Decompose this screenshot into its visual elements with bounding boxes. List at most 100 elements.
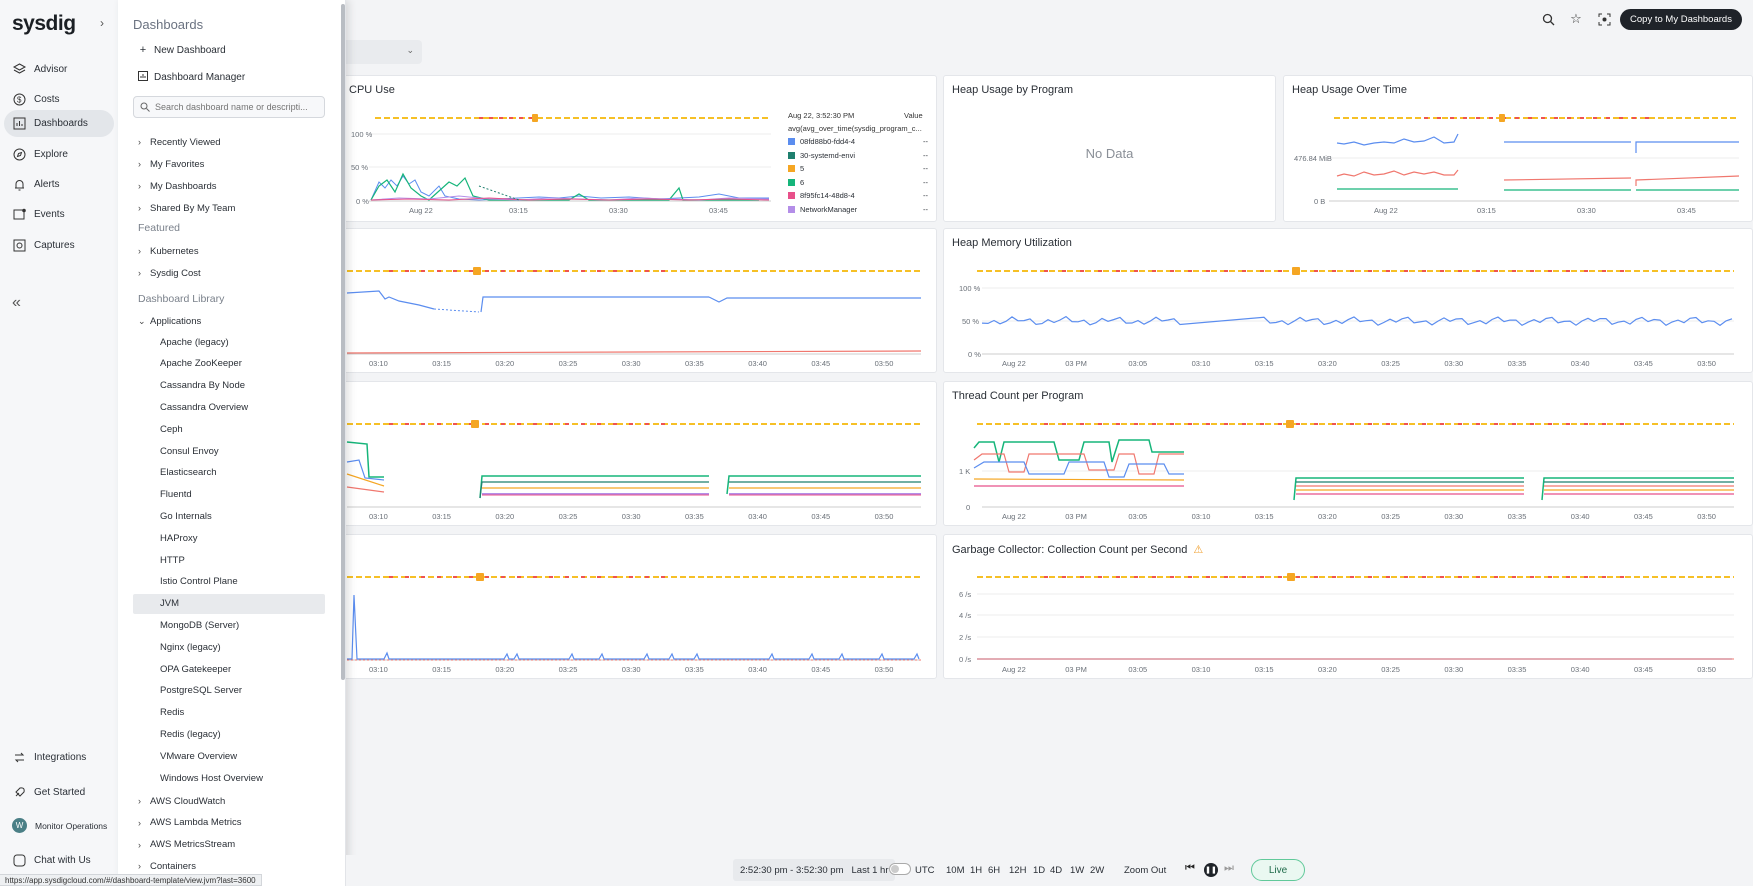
nav-item-get-started[interactable]: Get Started <box>4 779 114 806</box>
tree-group-applications[interactable]: ⌄ Applications <box>138 314 201 328</box>
tree-leaf[interactable]: Windows Host Overview <box>160 768 263 788</box>
tree-leaf[interactable]: Go Internals <box>160 506 212 526</box>
event-marker[interactable] <box>471 420 479 428</box>
panel-row3-left[interactable]: 03:10 03:15 03:20 03:25 03:30 03:35 03:40 03:45… <box>338 381 937 526</box>
utc-toggle[interactable] <box>889 863 911 875</box>
star-icon[interactable]: ☆ <box>1570 11 1582 26</box>
legend-item[interactable]: 30-systemd-envi -- <box>788 151 928 160</box>
tree-group[interactable]: › Sysdig Cost <box>138 266 201 280</box>
new-dashboard-button[interactable]: + New Dashboard <box>138 44 226 56</box>
nav-item-explore[interactable]: Explore <box>4 141 114 168</box>
range-button[interactable]: 2W <box>1090 865 1105 876</box>
tree-leaf[interactable]: Apache (legacy) <box>160 332 229 352</box>
nav-item-integrations[interactable]: Integrations <box>4 744 114 771</box>
tree-leaf[interactable]: Ceph <box>160 419 183 439</box>
tree-leaf[interactable]: JVM <box>133 593 325 614</box>
range-button[interactable]: 1H <box>970 865 983 876</box>
range-button[interactable]: 12H <box>1009 865 1027 876</box>
event-marker[interactable] <box>532 114 538 122</box>
range-button[interactable]: 1W <box>1070 865 1085 876</box>
event-marker[interactable] <box>1286 420 1294 428</box>
legend-item[interactable]: 5 -- <box>788 164 928 173</box>
nav-item-dashboards[interactable]: Dashboards <box>4 110 114 137</box>
tree-group-label: AWS MetricsStream <box>150 839 236 851</box>
warning-icon[interactable]: ⚠ <box>1193 544 1204 556</box>
nav-item-monitor-operations[interactable]: W Monitor Operations <box>4 812 114 839</box>
live-button[interactable]: Live <box>1251 859 1305 881</box>
nav-item-events[interactable]: Events <box>4 201 114 228</box>
tree-group[interactable]: › Kubernetes <box>138 244 199 258</box>
tree-leaf[interactable]: Redis <box>160 703 184 723</box>
zoom-out-button[interactable]: Zoom Out <box>1124 865 1167 876</box>
tree-leaf[interactable]: OPA Gatekeeper <box>160 659 231 679</box>
panel-row4-left[interactable]: 03:10 03:15 03:20 03:25 03:30 03:35 03:40 03:45… <box>338 534 937 679</box>
tree-leaf[interactable]: HAProxy <box>160 528 197 548</box>
tree-leaf[interactable]: Apache ZooKeeper <box>160 354 242 374</box>
tree-leaf[interactable]: Cassandra Overview <box>160 397 248 417</box>
nav-item-chat[interactable]: Chat with Us <box>4 847 114 874</box>
tree-leaf[interactable]: MongoDB (Server) <box>160 615 239 635</box>
legend-swatch <box>788 205 795 213</box>
step-forward-icon[interactable]: ⏭ <box>1224 862 1234 874</box>
range-button[interactable]: 1D <box>1033 865 1046 876</box>
legend-item[interactable]: 8f95fc14-48d8-4 -- <box>788 191 928 200</box>
tree-group[interactable]: › My Dashboards <box>138 179 217 193</box>
nav-item-advisor[interactable]: Advisor <box>4 56 114 83</box>
event-marker[interactable] <box>476 573 484 581</box>
tree-leaf[interactable]: Istio Control Plane <box>160 572 238 592</box>
tree-group[interactable]: › AWS MetricsStream <box>138 838 235 852</box>
range-button[interactable]: 10M <box>946 865 965 876</box>
nav-label: Events <box>34 209 65 220</box>
tree-leaf[interactable]: Elasticsearch <box>160 463 217 483</box>
range-button[interactable]: 4D <box>1050 865 1063 876</box>
event-marker[interactable] <box>1499 114 1505 122</box>
event-marker[interactable] <box>473 267 481 275</box>
event-marker[interactable] <box>1292 267 1300 275</box>
tree-group[interactable]: › AWS Lambda Metrics <box>138 816 242 830</box>
step-back-icon[interactable]: ⏮ <box>1185 862 1195 874</box>
x-tick: Aug 22 <box>1002 512 1026 521</box>
search-input[interactable] <box>155 102 320 112</box>
panel-heap-usage-over-time[interactable]: Heap Usage Over Time 476.84 MiB 0 B Aug … <box>1283 75 1753 222</box>
y-tick: 6 /s <box>959 590 972 599</box>
tree-leaf[interactable]: HTTP <box>160 550 185 570</box>
time-range-picker[interactable]: 2:52:30 pm - 3:52:30 pm Last 1 hr <box>733 859 896 881</box>
legend-item[interactable]: NetworkManager -- <box>788 205 928 214</box>
panel-thread-count-per-program[interactable]: Thread Count per Program 1 K 0 Aug 22 03 … <box>943 381 1753 526</box>
tree-leaf[interactable]: PostgreSQL Server <box>160 681 242 701</box>
tree-leaf[interactable]: Cassandra By Node <box>160 376 245 396</box>
search-icon[interactable] <box>1539 10 1557 28</box>
tree-leaf[interactable]: Nginx (legacy) <box>160 637 221 657</box>
tree-leaf[interactable]: Redis (legacy) <box>160 724 221 744</box>
legend-item[interactable]: 08fd88b0-fdd4-4 -- <box>788 137 928 146</box>
tree-leaf[interactable]: Consul Envoy <box>160 441 219 461</box>
panel-garbage-collector[interactable]: Garbage Collector: Collection Count per … <box>943 534 1753 679</box>
panel-row2-left[interactable]: 03:10 03:15 03:20 03:25 03:30 03:35 03:40 03:45… <box>338 228 937 373</box>
panel-heap-usage-by-program[interactable]: Heap Usage by Program No Data <box>943 75 1276 222</box>
collapse-nav-icon[interactable]: « <box>12 294 21 311</box>
range-button[interactable]: 6H <box>988 865 1001 876</box>
tree-group[interactable]: › Containers <box>138 859 196 873</box>
tree-group[interactable]: › Recently Viewed <box>138 135 221 149</box>
nav-item-captures[interactable]: Captures <box>4 232 114 259</box>
tree-group[interactable]: › Shared By My Team <box>138 201 235 215</box>
panel-scrollbar[interactable] <box>341 4 345 680</box>
panel-heap-memory-utilization[interactable]: Heap Memory Utilization 100 % 50 % 0 % A… <box>943 228 1753 373</box>
dashboard-search[interactable] <box>133 96 325 118</box>
event-marker[interactable] <box>1287 573 1295 581</box>
tree-group[interactable]: › My Favorites <box>138 157 204 171</box>
expand-chevron-icon[interactable]: › <box>100 16 104 30</box>
dashboard-manager-button[interactable]: Dashboard Manager <box>138 71 245 84</box>
nav-item-alerts[interactable]: Alerts <box>4 171 114 198</box>
panel-cpu-use[interactable]: CPU Use 100 % 50 % 0 % Aug 22 03:15 03:3… <box>338 75 937 222</box>
sysdig-logo[interactable]: sysdig <box>12 12 76 35</box>
pause-icon[interactable]: ❚❚ <box>1204 863 1218 877</box>
tree-leaf[interactable]: VMware Overview <box>160 746 237 766</box>
copy-to-my-dashboards-button[interactable]: Copy to My Dashboards <box>1620 9 1742 30</box>
nav-item-costs[interactable]: $ Costs <box>4 86 114 113</box>
screenshot-icon[interactable] <box>1595 10 1613 28</box>
scope-select[interactable]: ⌄ <box>346 40 422 64</box>
tree-leaf[interactable]: Fluentd <box>160 485 192 505</box>
tree-group[interactable]: › AWS CloudWatch <box>138 794 225 808</box>
legend-item[interactable]: 6 -- <box>788 178 928 187</box>
